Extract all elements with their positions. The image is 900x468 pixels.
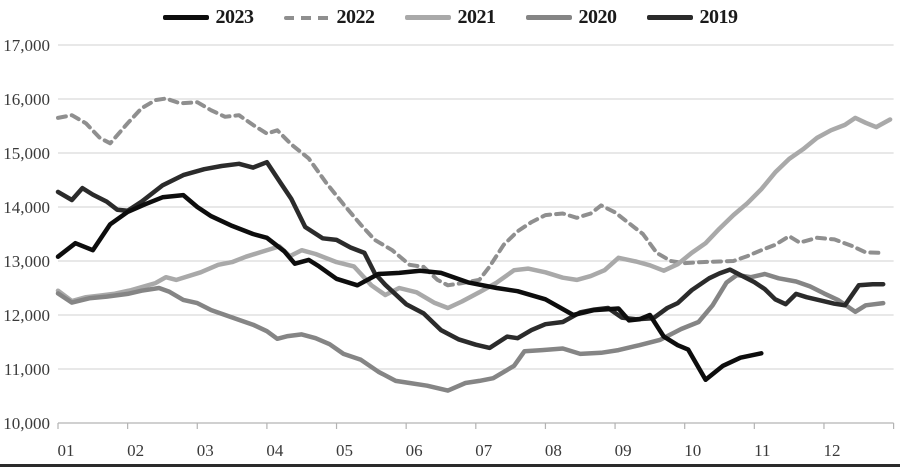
x-axis-tick-label: 06	[406, 441, 423, 460]
series-line-2019	[55, 159, 886, 351]
x-axis-tick-label: 09	[615, 441, 632, 460]
legend-label-2019: 2019	[699, 6, 739, 28]
legend-swatch-2020	[525, 15, 572, 20]
x-axis-tick-label: 04	[266, 441, 284, 460]
x-axis-tick-label: 03	[197, 441, 214, 460]
legend-label-2023: 2023	[215, 6, 255, 28]
x-axis-tick-label: 05	[336, 441, 353, 460]
y-axis-tick-label: 10,000	[3, 414, 50, 433]
legend-item-2020: 2020	[525, 6, 618, 29]
legend-swatch-2022	[283, 15, 330, 20]
series-line-2023	[55, 192, 764, 383]
y-axis-tick-label: 11,000	[4, 360, 50, 379]
legend-label-2022: 2022	[336, 6, 376, 28]
legend-item-2019: 2019	[646, 6, 739, 29]
x-axis-tick-label: 07	[475, 441, 493, 460]
y-axis-tick-label: 13,000	[3, 252, 50, 271]
y-axis-tick-label: 16,000	[3, 90, 50, 109]
series-line-2020	[55, 271, 886, 393]
legend-label-2021: 2021	[457, 6, 497, 28]
x-axis-tick-label: 01	[58, 441, 75, 460]
x-axis-tick-label: 12	[823, 441, 840, 460]
x-axis-tick-label: 10	[684, 441, 701, 460]
series-line-2021	[55, 115, 893, 311]
legend-swatch-2021	[404, 15, 451, 20]
x-axis-tick-label: 11	[754, 441, 770, 460]
y-axis-tick-label: 12,000	[3, 306, 50, 325]
legend-item-2021: 2021	[404, 6, 497, 29]
x-axis-tick-label: 02	[127, 441, 144, 460]
legend-label-2020: 2020	[578, 6, 618, 28]
legend-item-2023: 2023	[162, 6, 255, 29]
chart-legend: 2023 2022 2021 2020 2019	[0, 6, 900, 29]
bottom-border-line	[0, 464, 900, 467]
legend-swatch-2019	[646, 15, 693, 20]
y-axis-tick-label: 14,000	[3, 198, 50, 217]
y-axis-tick-label: 15,000	[3, 144, 50, 163]
legend-swatch-2023	[162, 15, 209, 20]
legend-item-2022: 2022	[283, 6, 376, 29]
x-axis-tick-label: 08	[545, 441, 562, 460]
y-axis-tick-label: 17,000	[3, 36, 50, 55]
